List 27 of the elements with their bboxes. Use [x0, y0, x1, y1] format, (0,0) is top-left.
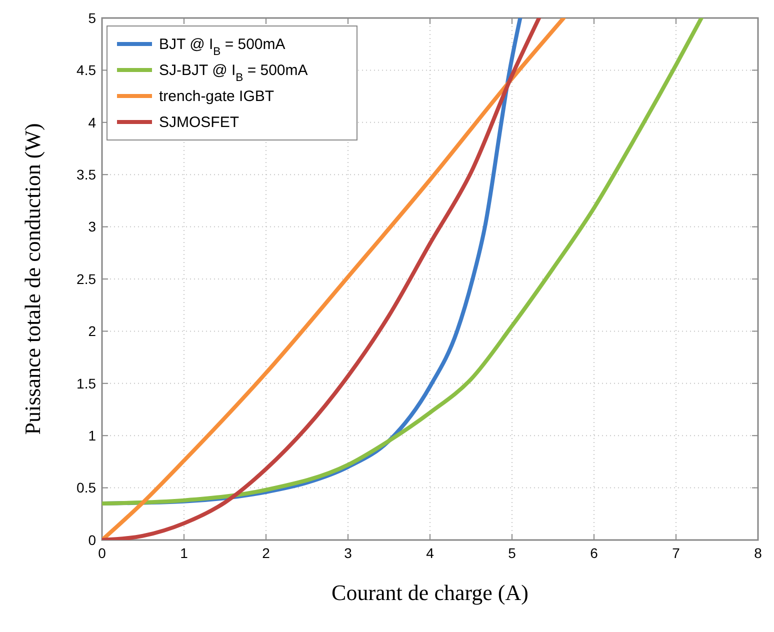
line-series: [102, 18, 704, 506]
y-tick-label: 2: [88, 323, 96, 340]
y-tick-label: 0.5: [76, 480, 96, 496]
y-axis-title: Puissance totale de conduction (W): [20, 123, 45, 435]
x-tick-label: 5: [508, 545, 516, 561]
x-tick-label: 8: [754, 545, 762, 561]
y-tick-label: 0: [88, 532, 96, 548]
x-tick-label: 4: [426, 545, 434, 561]
y-tick-label: 3.5: [76, 166, 96, 182]
legend-label: BJT @ I$_{B}$ = 500mA: [159, 36, 286, 58]
legend-label: SJMOSFET: [159, 114, 240, 131]
x-axis-title: Courant de charge (A): [332, 580, 528, 605]
y-tick-label: 2.5: [76, 270, 96, 287]
y-tick-label: 4: [88, 114, 96, 130]
legend-label: SJ-BJT @ I$_{B}$ = 500mA: [159, 62, 308, 84]
y-tick-label: 3: [88, 218, 96, 235]
y-tick-label: 1.5: [76, 375, 96, 392]
x-tick-label: 2: [262, 545, 270, 561]
y-tick-label: 1: [88, 428, 96, 444]
x-tick-label: 3: [344, 545, 352, 561]
legend-label: trench-gate IGBT: [159, 88, 274, 105]
y-tick-label: 4.5: [76, 62, 96, 78]
x-tick-label: 6: [590, 545, 598, 561]
y-tick-label: 5: [88, 10, 96, 26]
x-tick-label: 1: [180, 545, 188, 561]
x-tick-label: 0: [98, 545, 106, 561]
x-tick-label: 7: [672, 545, 680, 561]
